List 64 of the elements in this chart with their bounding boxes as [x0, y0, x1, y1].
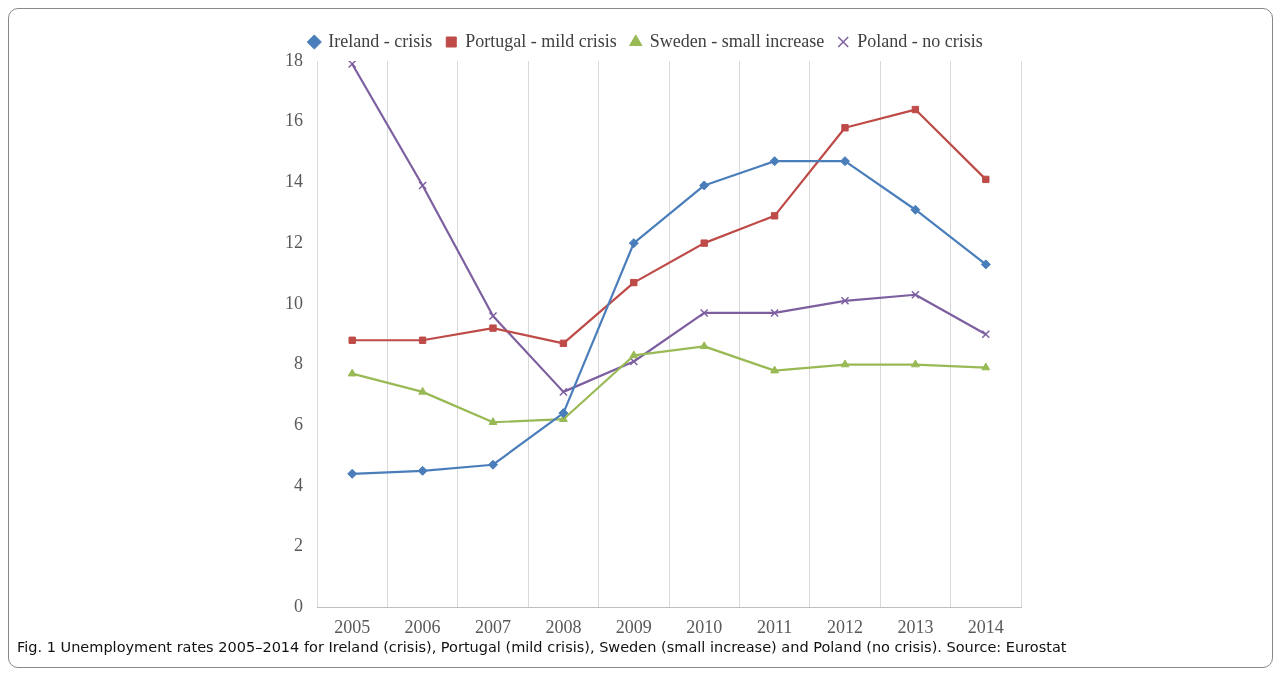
x-tick-label: 2005 — [334, 616, 371, 637]
legend-label: Portugal - mild crisis — [465, 30, 617, 51]
y-tick-label: 18 — [285, 49, 303, 70]
caption: Fig. 1 Unemployment rates 2005–2014 for Ireland (crisis), Portugal (mild crisis), Sweden (small increase) and Poland (no crisis). Source: Eurostat — [17, 639, 1068, 655]
x-tick-label: 2008 — [545, 616, 582, 637]
point — [418, 181, 427, 190]
point — [911, 105, 920, 114]
point — [910, 204, 921, 215]
point — [911, 359, 920, 368]
y-tick-label: 0 — [294, 596, 303, 617]
point — [911, 290, 920, 300]
point — [770, 308, 779, 318]
point — [488, 459, 498, 470]
point — [347, 61, 357, 69]
y-tick-label: 16 — [285, 110, 303, 131]
y-tick-label: 4 — [294, 474, 303, 495]
point — [982, 175, 990, 184]
y-tick-label: 6 — [294, 414, 303, 434]
x-tick-label: 2006 — [404, 616, 441, 637]
point — [699, 341, 709, 350]
point — [347, 368, 357, 377]
point — [981, 362, 991, 371]
point — [981, 329, 991, 339]
x-tick-label: 2014 — [967, 616, 1004, 637]
point — [770, 212, 779, 220]
point — [629, 350, 639, 359]
x-tick-label: 2013 — [897, 616, 934, 637]
point — [559, 387, 568, 397]
point — [488, 311, 498, 321]
legend-label: Sweden - small increase — [649, 30, 825, 51]
point — [840, 296, 850, 306]
point — [488, 417, 498, 425]
point — [629, 357, 639, 366]
point — [348, 336, 356, 344]
point — [489, 324, 497, 332]
y-tick-label: 2 — [294, 535, 303, 556]
point — [417, 465, 428, 476]
legend-label: Ireland - crisis — [328, 30, 433, 51]
y-tick-label: 10 — [285, 292, 303, 313]
point — [840, 156, 850, 167]
point — [418, 336, 427, 344]
x-tick-label: 2009 — [615, 616, 652, 637]
legend-label: Poland - no crisis — [857, 30, 983, 51]
point — [769, 156, 780, 167]
x-tick-label: 2012 — [827, 616, 863, 637]
point — [630, 278, 638, 287]
point — [558, 408, 569, 419]
point — [699, 308, 709, 318]
point — [980, 259, 991, 270]
y-tick-label: 14 — [285, 171, 303, 192]
point — [699, 180, 710, 191]
point — [418, 386, 427, 395]
point — [347, 468, 358, 479]
x-tick-label: 2007 — [475, 616, 511, 637]
y-tick-label: 12 — [285, 231, 303, 252]
x-tick-label: 2010 — [686, 616, 723, 637]
point — [628, 238, 639, 249]
point — [770, 365, 779, 374]
point — [559, 339, 568, 347]
y-tick-label: 8 — [294, 353, 303, 374]
x-tick-label: 2011 — [756, 616, 793, 637]
point — [700, 239, 708, 247]
point — [841, 124, 849, 132]
point — [840, 359, 850, 368]
